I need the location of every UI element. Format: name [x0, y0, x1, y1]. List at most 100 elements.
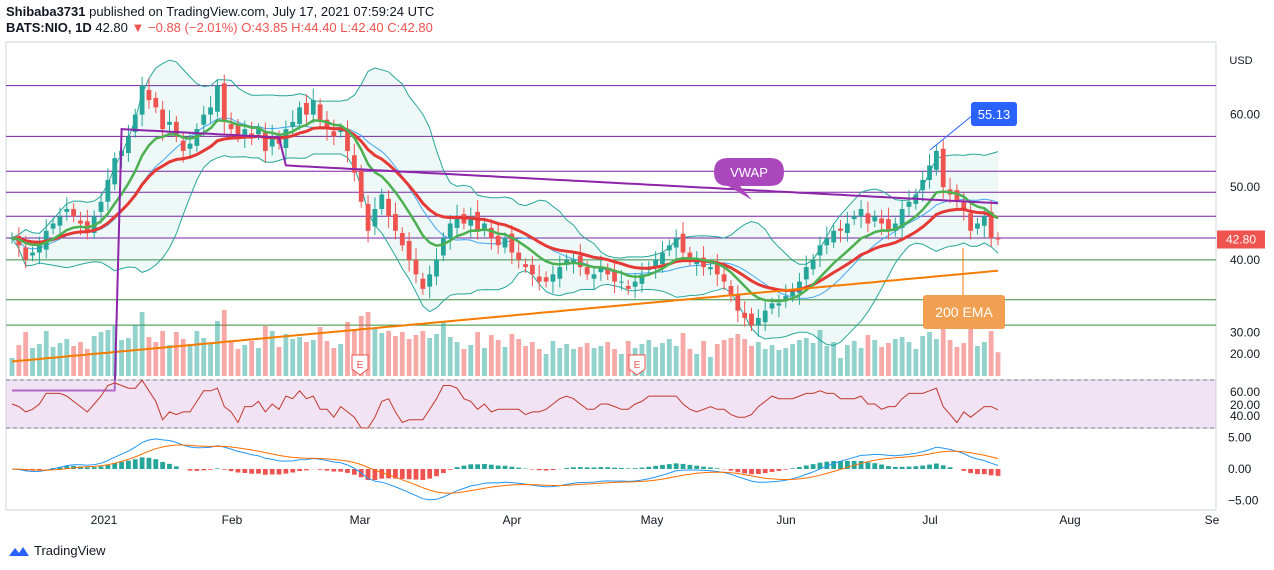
macd-histogram-bar: [91, 467, 97, 469]
macd-histogram-bar: [338, 469, 344, 472]
candle-body: [892, 223, 898, 231]
candle-body: [78, 220, 83, 224]
volume-bar: [721, 340, 727, 376]
volume-bar: [899, 337, 905, 376]
macd-histogram-bar: [372, 469, 378, 481]
tradingview-logo[interactable]: TradingView: [8, 543, 106, 558]
volume-bar: [434, 334, 439, 376]
volume-bar: [947, 340, 953, 376]
macd-histogram-bar: [488, 464, 494, 469]
macd-histogram-bar: [865, 462, 871, 469]
price-axis: USD 20.00 30.00 40.00 50.00 60.00 42.80 40.00 60…: [1217, 55, 1265, 508]
macd-histogram-bar: [933, 463, 939, 469]
candle-body: [84, 221, 90, 231]
volume-bar: [201, 338, 207, 376]
macd-histogram-bar: [64, 465, 70, 469]
volume-bar: [365, 312, 371, 376]
candle-body: [269, 136, 275, 147]
price-tick-label: 50.00: [1230, 180, 1260, 194]
candle-body: [886, 219, 891, 231]
candle-body: [831, 230, 837, 243]
macd-histogram-bar: [290, 469, 296, 473]
time-tick-label: Apr: [503, 513, 522, 527]
candle-body: [228, 124, 234, 130]
candle-body: [509, 233, 515, 253]
symbol-label[interactable]: BATS:NIO, 1D: [6, 20, 92, 35]
volume-bar: [577, 347, 583, 376]
tradingview-logo-icon: [9, 546, 29, 556]
volume-bar: [221, 310, 227, 376]
candle-body: [666, 245, 672, 251]
macd-histogram-bar: [84, 467, 90, 469]
author-name[interactable]: Shibaba3731: [6, 4, 86, 19]
candle-body: [660, 252, 665, 265]
chart-header: Shibaba3731 published on TradingView.com…: [6, 4, 434, 36]
volume-bar: [646, 340, 652, 376]
macd-histogram-bar: [262, 469, 268, 475]
volume-bar: [783, 348, 789, 376]
candle-body: [851, 216, 857, 220]
macd-histogram-bar: [920, 465, 926, 469]
volume-bar: [440, 321, 446, 376]
volume-bar: [406, 339, 412, 376]
ema-callout-label: 200 EMA: [935, 304, 993, 320]
volume-bar: [64, 339, 70, 376]
candle-body: [749, 313, 754, 326]
candle-body: [687, 252, 693, 260]
volume-bar: [413, 335, 419, 376]
volume-bar: [961, 343, 967, 376]
candle-body: [906, 201, 912, 207]
band-fill: [12, 60, 998, 346]
time-tick-label: Se: [1205, 513, 1220, 527]
price-tick-label: 60.00: [1230, 108, 1260, 122]
macd-histogram-bar: [351, 469, 357, 475]
macd-histogram-bar: [516, 467, 522, 469]
candle-body: [345, 129, 350, 151]
volume-bar: [906, 342, 912, 376]
volume-bar: [208, 343, 213, 376]
volume-bar: [516, 339, 522, 376]
macd-histogram-bar: [899, 466, 905, 469]
candle-body: [680, 233, 686, 253]
volume-bar: [454, 342, 460, 376]
volume-bar: [297, 337, 302, 376]
volume-bar: [851, 341, 857, 376]
candle-body: [981, 216, 987, 226]
macd-histogram-bar: [968, 469, 974, 474]
volume-bar: [584, 343, 590, 376]
macd-histogram-bar: [406, 469, 412, 480]
macd-histogram-bar: [187, 469, 193, 471]
volume-bar: [9, 358, 15, 376]
candle-body: [167, 121, 172, 125]
candle-body: [872, 216, 878, 222]
macd-histogram-bar: [468, 464, 474, 469]
candle-body: [399, 232, 405, 246]
volume-bar: [509, 334, 515, 376]
macd-histogram-bar: [892, 466, 898, 469]
macd-histogram-bar: [906, 466, 912, 469]
macd-histogram-bar: [680, 463, 686, 469]
volume-bar: [557, 348, 563, 376]
macd-histogram-bar: [646, 466, 652, 469]
time-tick-label: Mar: [350, 513, 371, 527]
volume-bar: [187, 344, 193, 376]
macd-pane: [11, 438, 1001, 501]
candle-body: [173, 121, 179, 137]
volume-bar: [831, 342, 837, 376]
candle-body: [434, 259, 439, 277]
macd-histogram-bar: [420, 469, 426, 480]
macd-histogram-bar: [550, 469, 556, 471]
volume-bar: [954, 347, 960, 376]
macd-histogram-bar: [571, 467, 576, 469]
macd-histogram-bar: [173, 466, 179, 469]
macd-histogram-bar: [981, 469, 987, 475]
macd-histogram-bar: [331, 469, 337, 472]
macd-histogram-bar: [249, 469, 255, 474]
macd-histogram-bar: [386, 469, 391, 479]
candle-body: [475, 211, 481, 231]
macd-line: [11, 438, 999, 501]
candle-body: [440, 238, 446, 256]
candle-body: [817, 245, 823, 256]
macd-histogram-bar: [940, 465, 946, 469]
